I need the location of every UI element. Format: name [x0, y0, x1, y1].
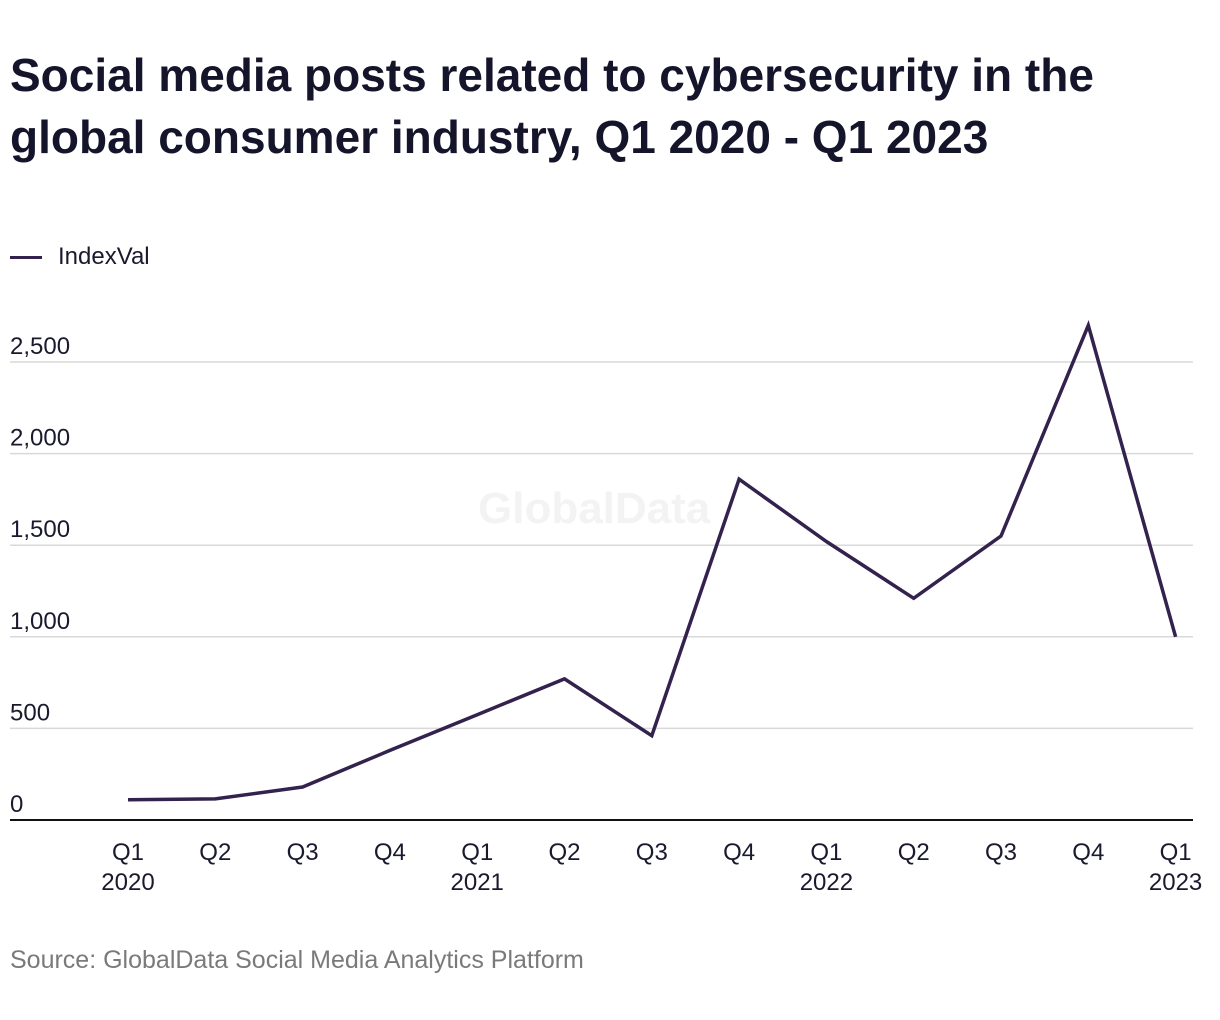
- x-tick-year-label: 2021: [451, 869, 504, 896]
- y-tick-label: 2,000: [10, 425, 70, 452]
- x-tick-label: Q4: [1072, 839, 1104, 866]
- line-chart: 0 500 1,000 1,500 2,000 2,500 Q1 2020 Q2 Q3 Q4 Q1 2…: [10, 320, 1202, 896]
- legend-swatch-indexval: [10, 255, 42, 259]
- watermark-text: GlobalData: [478, 484, 711, 533]
- x-tick-label: Q1: [1160, 839, 1192, 866]
- x-tick-label: Q3: [287, 839, 319, 866]
- x-tick-label: Q3: [985, 839, 1017, 866]
- x-tick-label: Q2: [548, 839, 580, 866]
- gridlines: [10, 361, 1193, 730]
- x-tick-label: Q1: [810, 839, 842, 866]
- x-tick-year-label: 2023: [1149, 869, 1202, 896]
- x-tick-label: Q4: [723, 839, 755, 866]
- x-axis-ticks: Q1 2020 Q2 Q3 Q4 Q1 2021 Q2 Q3 Q4 Q1 2022 Q2 Q3 Q4 Q1 20…: [101, 839, 1202, 896]
- x-tick-label: Q2: [898, 839, 930, 866]
- y-tick-label: 1,500: [10, 516, 70, 543]
- x-tick-label: Q3: [636, 839, 668, 866]
- y-axis-ticks: 0 500 1,000 1,500 2,000 2,500: [10, 333, 70, 818]
- y-tick-label: 500: [10, 699, 50, 726]
- series-lines: [127, 320, 1178, 802]
- x-tick-year-label: 2022: [800, 869, 853, 896]
- y-tick-label: 0: [10, 791, 23, 818]
- x-tick-label: Q4: [374, 839, 406, 866]
- x-tick-label: Q1: [461, 839, 493, 866]
- legend-label-indexval: IndexVal: [58, 243, 150, 270]
- chart-title: Social media posts related to cybersecur…: [10, 49, 1094, 163]
- x-tick-label: Q1: [112, 839, 144, 866]
- x-tick-label: Q2: [199, 839, 231, 866]
- legend: IndexVal: [10, 243, 150, 271]
- y-tick-label: 2,500: [10, 333, 70, 360]
- y-tick-label: 1,000: [10, 608, 70, 635]
- source-note: Source: GlobalData Social Media Analytic…: [10, 946, 584, 974]
- x-tick-year-label: 2020: [101, 869, 154, 896]
